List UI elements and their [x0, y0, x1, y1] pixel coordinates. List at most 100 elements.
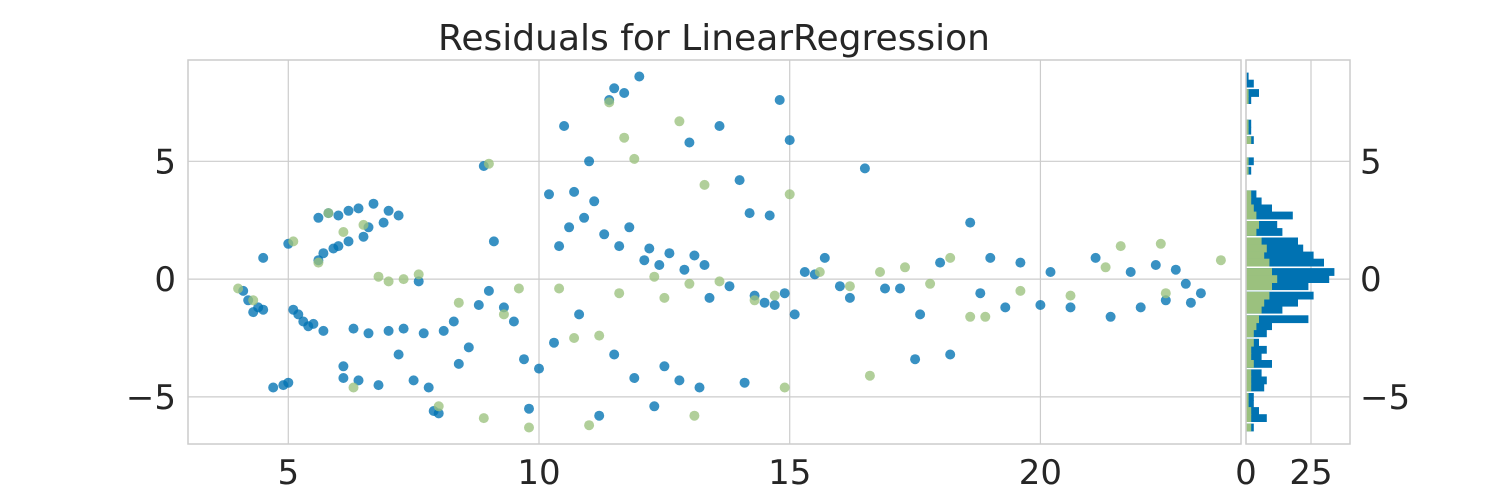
test-residual-point — [714, 276, 725, 287]
test-histogram-bar — [1246, 305, 1262, 314]
train-residual-point — [508, 316, 519, 327]
train-residual-point — [834, 281, 845, 292]
chart-title: Residuals for LinearRegression — [438, 18, 990, 59]
scatter-x-tick-label: 10 — [517, 453, 560, 493]
train-residual-point — [293, 309, 304, 320]
test-histogram-bar — [1246, 376, 1252, 385]
train-residual-point — [694, 382, 705, 393]
train-histogram-bar — [1246, 237, 1298, 246]
train-residual-point — [308, 318, 319, 329]
histogram-x-tick-label: 25 — [1289, 453, 1332, 493]
test-histogram-bar — [1246, 258, 1270, 267]
scatter-gridlines — [188, 60, 1241, 444]
train-residual-point — [488, 236, 499, 247]
train-residual-point — [413, 276, 424, 287]
train-residual-point — [935, 257, 946, 268]
train-histogram-bar — [1246, 275, 1330, 283]
test-histogram-bar — [1246, 275, 1278, 283]
train-residual-point — [333, 241, 344, 252]
test-residual-point — [864, 370, 875, 381]
train-histogram-bar — [1246, 228, 1283, 236]
train-residual-point — [614, 241, 625, 252]
test-histogram-bar — [1246, 400, 1249, 408]
train-residual-point — [910, 354, 921, 365]
train-residual-point — [774, 95, 785, 105]
train-residual-point — [739, 377, 750, 388]
test-residual-point — [674, 116, 685, 127]
train-residual-point — [313, 212, 324, 223]
histogram-y-tick-label: −5 — [1360, 378, 1410, 418]
train-residual-point — [353, 203, 364, 214]
test-histogram-bar — [1246, 197, 1252, 206]
test-histogram-bar — [1246, 345, 1252, 354]
train-histogram-bar — [1246, 291, 1314, 300]
test-residual-point — [699, 179, 710, 190]
test-residual-point — [1215, 255, 1226, 266]
train-residual-point — [584, 156, 595, 167]
scatter-x-tick-label: 15 — [768, 453, 811, 493]
test-histogram-bar — [1246, 322, 1257, 331]
train-residual-point — [724, 281, 735, 292]
train-histogram-bar — [1246, 72, 1249, 81]
train-residual-point — [373, 380, 384, 391]
test-residual-point — [629, 153, 640, 164]
test-residual-point — [478, 413, 489, 424]
test-residual-point — [554, 283, 565, 294]
train-residual-point — [1125, 267, 1136, 277]
train-residual-point — [348, 323, 359, 334]
test-residual-point — [313, 257, 324, 268]
test-histogram-bar — [1246, 221, 1259, 229]
train-residual-point — [318, 325, 329, 336]
test-residual-point — [965, 311, 976, 322]
train-residual-point — [684, 137, 695, 148]
scatter-points — [233, 71, 1226, 433]
test-residual-point — [248, 295, 259, 306]
train-residual-point — [759, 297, 770, 308]
train-residual-point — [664, 248, 675, 259]
test-residual-point — [614, 288, 625, 299]
test-histogram-bar — [1246, 423, 1252, 432]
test-residual-point — [689, 410, 700, 421]
test-histogram-bar — [1246, 414, 1252, 422]
histogram-bars — [1246, 72, 1335, 432]
test-residual-point — [413, 269, 424, 280]
train-residual-point — [985, 252, 996, 263]
test-residual-point — [875, 267, 885, 277]
train-residual-point — [659, 361, 670, 372]
train-residual-point — [268, 382, 279, 393]
train-histogram-bar — [1246, 298, 1298, 307]
train-residual-point — [799, 267, 810, 277]
train-residual-point — [438, 325, 449, 336]
train-residual-point — [358, 231, 369, 242]
test-histogram-bar — [1246, 369, 1252, 378]
train-histogram-bar — [1246, 251, 1314, 260]
train-residual-point — [1065, 302, 1076, 313]
test-residual-point — [513, 283, 524, 294]
train-residual-point — [398, 323, 409, 334]
train-residual-point — [1180, 278, 1191, 289]
train-histogram-bar — [1246, 89, 1259, 97]
train-histogram-bar — [1246, 157, 1254, 166]
train-residual-point — [383, 205, 394, 216]
test-histogram-bar — [1246, 268, 1272, 276]
train-residual-point — [644, 243, 655, 254]
train-residual-point — [498, 302, 509, 313]
test-residual-point — [925, 278, 936, 289]
test-histogram-bar — [1246, 352, 1252, 361]
train-residual-point — [844, 292, 855, 303]
train-residual-point — [639, 255, 650, 266]
test-histogram-bar — [1246, 291, 1270, 300]
histogram-y-tick-labels: −5 0 5 — [1360, 142, 1410, 418]
train-residual-point — [975, 288, 986, 299]
train-residual-point — [463, 342, 474, 353]
train-residual-point — [619, 88, 630, 98]
train-residual-point — [343, 205, 354, 216]
test-histogram-bar — [1246, 244, 1267, 253]
histogram-y-tick-label: 5 — [1360, 142, 1382, 182]
train-residual-point — [338, 373, 349, 383]
histogram-x-tick-labels: 0 25 — [1235, 453, 1332, 493]
train-histogram-bar — [1246, 369, 1262, 378]
test-residual-point — [769, 290, 780, 301]
test-histogram-bar — [1246, 89, 1249, 97]
test-histogram-bar — [1246, 228, 1257, 236]
